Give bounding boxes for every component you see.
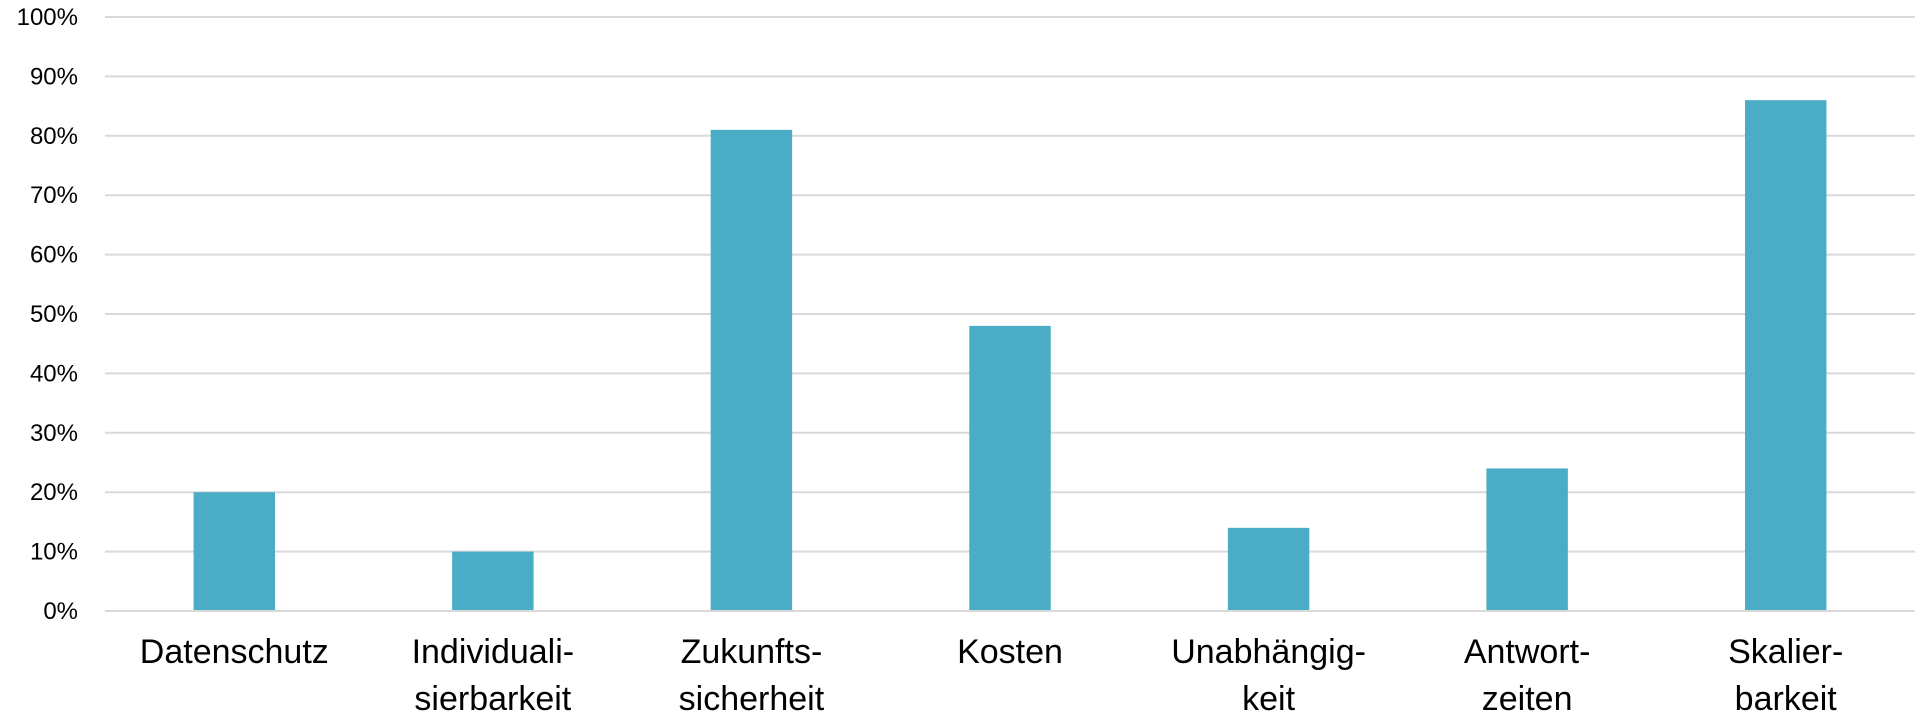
x-category-label: Datenschutz [140, 633, 329, 671]
y-tick-label: 30% [30, 420, 78, 447]
x-category-label: Kosten [957, 633, 1063, 671]
x-category-label: Individuali-sierbarkeit [412, 633, 575, 712]
gridlines [105, 16, 1915, 553]
bar [969, 325, 1051, 611]
bar [1227, 527, 1310, 611]
bar [1486, 468, 1568, 611]
y-tick-label: 20% [30, 479, 78, 506]
y-tick-label: 100% [17, 4, 78, 31]
x-category-label: Zukunfts-sicherheit [679, 633, 825, 712]
y-tick-label: 40% [30, 360, 78, 387]
x-category-label: Antwort-zeiten [1464, 633, 1591, 712]
y-axis-tick-labels: 0% 10% 20% 30% 40% 50% 60% 70% 80% 90% 100% [17, 4, 78, 625]
y-tick-label: 60% [30, 242, 78, 269]
y-tick-label: 50% [30, 301, 78, 328]
y-tick-label: 70% [30, 182, 78, 209]
x-category-label: Skalier-barkeit [1728, 633, 1843, 712]
bar [452, 551, 534, 611]
x-axis-category-labels: Datenschutz Individuali-sierbarkeit Zukunf… [140, 633, 1844, 712]
y-tick-label: 0% [43, 598, 78, 625]
bar [193, 492, 276, 611]
y-tick-label: 90% [30, 63, 78, 90]
bars [193, 100, 1827, 612]
bar [710, 129, 793, 612]
bar [1744, 100, 1827, 611]
x-category-label: Unabhängig-keit [1171, 633, 1366, 712]
y-tick-label: 80% [30, 123, 78, 150]
y-tick-label: 10% [30, 539, 78, 566]
